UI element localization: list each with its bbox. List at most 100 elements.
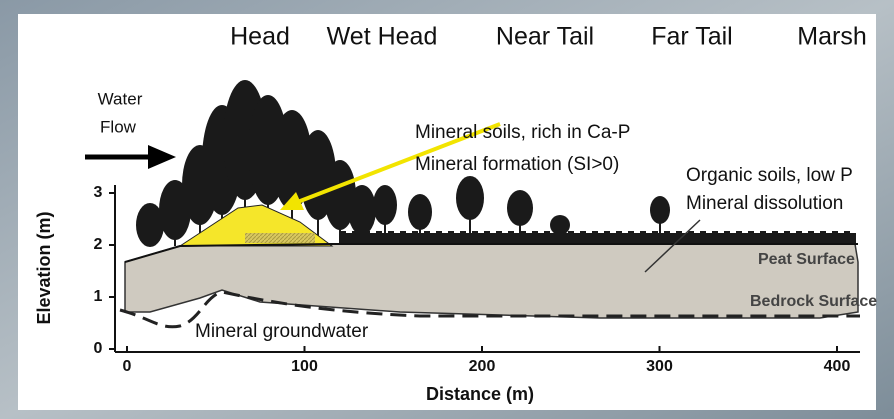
tree-crown xyxy=(136,203,164,247)
shrub xyxy=(850,233,856,244)
zone-label: Wet Head xyxy=(327,23,438,51)
flow-label: Water xyxy=(98,89,143,108)
pointer-arrow xyxy=(294,122,501,205)
shrub xyxy=(358,233,364,244)
annotation: Mineral formation (SI>0) xyxy=(415,154,619,175)
tree-crown xyxy=(550,215,570,235)
shrub xyxy=(556,231,562,244)
annotation: Mineral soils, rich in Ca-P xyxy=(415,122,630,143)
annotation: Mineral groundwater xyxy=(195,321,369,342)
mineral-patch xyxy=(245,233,315,243)
y-tick-label: 1 xyxy=(94,288,103,305)
zone-label: Head xyxy=(230,23,290,51)
zone-label: Far Tail xyxy=(651,23,733,51)
shrub xyxy=(820,231,826,244)
shrub xyxy=(592,231,598,244)
shrub xyxy=(718,233,724,244)
shrub xyxy=(382,233,388,244)
x-tick-label: 100 xyxy=(291,358,318,375)
shrub xyxy=(370,233,376,244)
shrub xyxy=(844,231,850,244)
zone-label: Near Tail xyxy=(496,23,594,51)
shrub xyxy=(352,231,358,244)
y-tick-label: 0 xyxy=(94,340,103,357)
shrub xyxy=(628,231,634,244)
shrub xyxy=(646,233,652,244)
y-tick-label: 2 xyxy=(94,236,103,253)
shrub xyxy=(784,231,790,244)
tree-crown xyxy=(456,176,484,220)
tree-crown xyxy=(324,160,356,230)
shrub xyxy=(664,231,670,244)
shrub xyxy=(490,233,496,244)
shrub xyxy=(736,231,742,244)
shrub xyxy=(376,231,382,244)
shrub xyxy=(394,233,400,244)
shrub xyxy=(364,231,370,244)
shrub xyxy=(772,231,778,244)
shrub xyxy=(478,233,484,244)
shrub xyxy=(790,233,796,244)
shrub xyxy=(604,231,610,244)
shrub xyxy=(598,233,604,244)
shrub xyxy=(766,233,772,244)
shrub xyxy=(652,231,658,244)
shrub xyxy=(484,231,490,244)
tree-crown xyxy=(507,190,533,226)
shrub xyxy=(460,231,466,244)
shrub xyxy=(808,231,814,244)
shrub xyxy=(730,233,736,244)
shrub xyxy=(502,233,508,244)
shrub xyxy=(538,233,544,244)
shrub xyxy=(826,233,832,244)
shrub xyxy=(610,233,616,244)
tree-crown xyxy=(348,185,376,235)
shrub xyxy=(454,233,460,244)
shrub xyxy=(574,233,580,244)
shrub xyxy=(496,231,502,244)
shrub xyxy=(814,233,820,244)
shrub xyxy=(424,231,430,244)
shrub xyxy=(706,233,712,244)
shrub xyxy=(514,233,520,244)
pointer-line xyxy=(644,219,701,273)
pointer-arrowhead xyxy=(280,192,304,210)
ground-surface xyxy=(124,243,858,263)
tree-crown xyxy=(650,196,670,224)
shrub xyxy=(634,233,640,244)
shrub xyxy=(760,231,766,244)
shrub xyxy=(544,231,550,244)
x-tick-label: 200 xyxy=(469,358,496,375)
shrub xyxy=(406,233,412,244)
shrub xyxy=(568,231,574,244)
shrub xyxy=(466,233,472,244)
tree-crown xyxy=(408,194,432,230)
shrub xyxy=(640,231,646,244)
annotation: Peat Surface xyxy=(758,251,855,268)
x-tick-label: 400 xyxy=(824,358,851,375)
shrub xyxy=(700,231,706,244)
annotation: Mineral dissolution xyxy=(686,193,843,214)
shrub xyxy=(682,233,688,244)
shrub xyxy=(340,231,346,244)
shrub xyxy=(412,231,418,244)
shrub xyxy=(688,231,694,244)
shrub xyxy=(670,233,676,244)
y-tick-label: 3 xyxy=(94,184,103,201)
shrub xyxy=(802,233,808,244)
shrub xyxy=(622,233,628,244)
shrub xyxy=(436,231,442,244)
zone-label: Marsh xyxy=(797,23,866,51)
shrub xyxy=(562,233,568,244)
annotation: Bedrock Surface xyxy=(750,293,877,310)
shrub xyxy=(472,231,478,244)
shrub xyxy=(448,231,454,244)
shrub xyxy=(712,231,718,244)
x-tick-label: 300 xyxy=(646,358,673,375)
shrub xyxy=(508,231,514,244)
shrub xyxy=(676,231,682,244)
shrub xyxy=(754,233,760,244)
shrub xyxy=(796,231,802,244)
shrub xyxy=(532,231,538,244)
